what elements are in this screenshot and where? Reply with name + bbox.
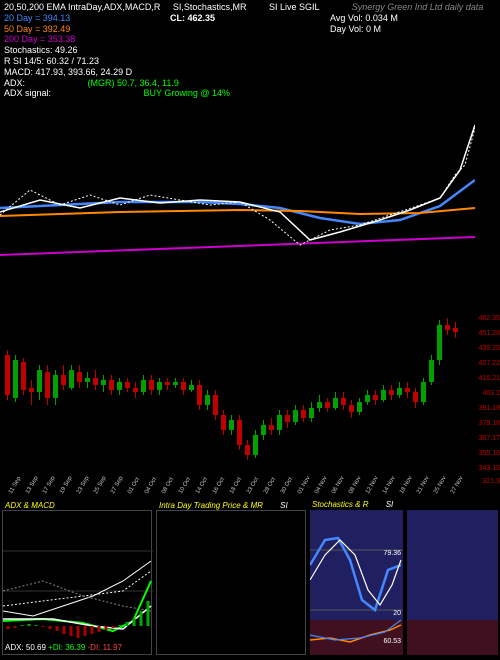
right-panel bbox=[407, 510, 498, 655]
candlestick-chart bbox=[0, 310, 475, 480]
rsi-label: R SI 14/5: 60.32 / 71.23 bbox=[4, 56, 99, 66]
close-label: CL: 462.35 bbox=[170, 13, 215, 24]
avgvol-label: Avg Vol: 0.034 M bbox=[330, 13, 398, 24]
adxsig-b: BUY Growing @ 14% bbox=[144, 88, 231, 98]
ema50-label: 50 Day = 392.49 bbox=[4, 24, 70, 34]
adx-label-b: (MGR) 50.7, 36.4, 11.9 bbox=[88, 78, 179, 88]
adx-macd-panel: ADX & MACD ADX: 50.69 +DI: 36.39 -DI: 11… bbox=[2, 510, 152, 655]
adxsig-a: ADX signal: bbox=[4, 88, 51, 98]
ema200-label: 200 Day = 353.38 bbox=[4, 34, 75, 44]
ema20-label: 20 Day = 394.13 bbox=[4, 13, 70, 23]
ema-chart bbox=[0, 120, 475, 300]
intraday-panel: Intra Day Trading Price & MR SI bbox=[156, 510, 306, 655]
hdr-indicators: 20,50,200 EMA IntraDay,ADX,MACD,R bbox=[4, 2, 160, 12]
macd-label: MACD: 417.93, 393.66, 24.29 D bbox=[4, 67, 132, 77]
stoch-label: Stochastics: 49.26 bbox=[4, 45, 78, 55]
stochastics-panel: Stochastics & R SI 79.362060.53 bbox=[310, 510, 403, 655]
adx-readout: ADX: 50.69 +DI: 36.39 -DI: 11.97 bbox=[5, 643, 122, 652]
price-axis: 462.35451.28439.25427.22415.21403.2391.1… bbox=[475, 310, 500, 480]
adx-label-a: ADX: bbox=[4, 78, 25, 88]
info-header: 20,50,200 EMA IntraDay,ADX,MACD,R SI,Sto… bbox=[0, 0, 500, 101]
date-axis: 11 Sep13 Sep17 Sep19 Sep23 Sep25 Sep27 S… bbox=[0, 480, 475, 500]
dayvol-label: Day Vol: 0 M bbox=[330, 24, 381, 35]
